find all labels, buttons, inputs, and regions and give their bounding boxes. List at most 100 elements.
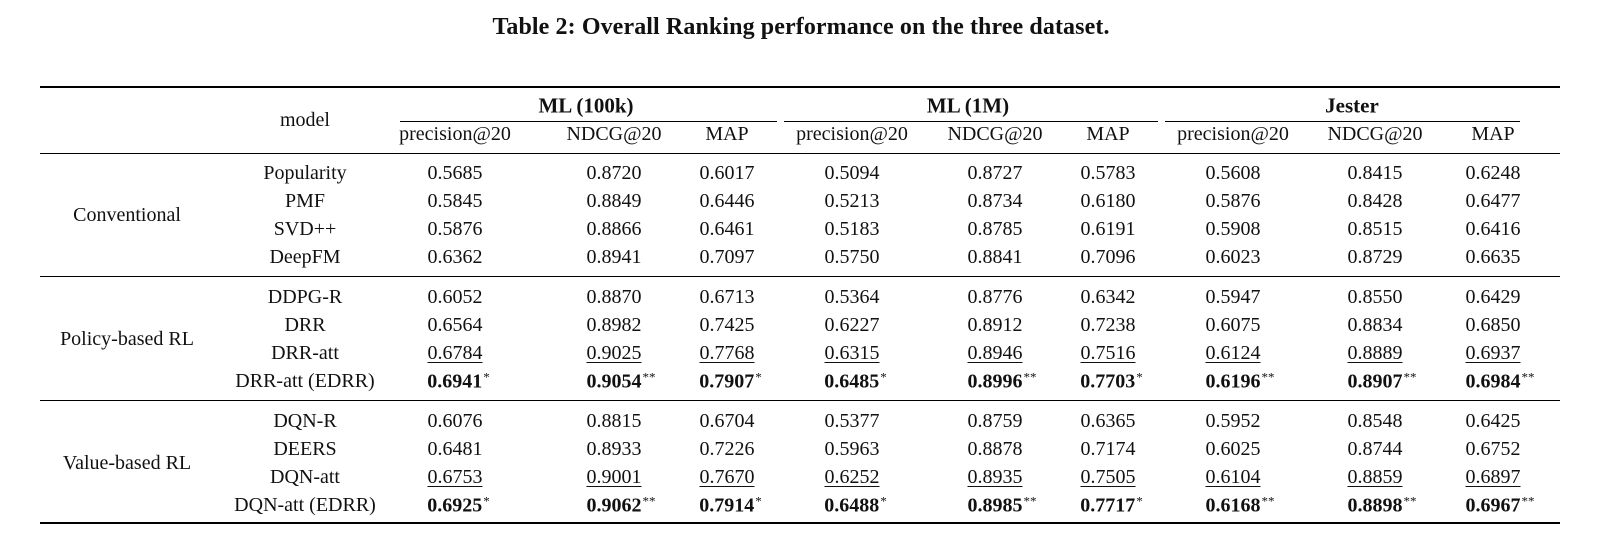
metric-value: 0.6713 (699, 286, 755, 308)
metric-value: 0.6075 (1205, 314, 1261, 336)
model-name: PMF (284, 190, 326, 212)
metric-cell: 0.5952 (1206, 411, 1261, 431)
metric-column-header: MAP (705, 123, 749, 145)
model-name: DDPG-R (267, 286, 343, 308)
metric-cell: 0.7226 (700, 439, 755, 459)
metric-value: 0.8912 (967, 314, 1023, 336)
significance-mark: * (880, 493, 887, 509)
metric-cell: 0.8815 (587, 411, 642, 431)
metric-cell: 0.6925* (427, 495, 490, 516)
metric-value: 0.6362 (427, 246, 483, 268)
metric-cell: 0.5608 (1206, 163, 1261, 183)
metric-value: 0.8776 (967, 286, 1023, 308)
metric-column-header: NDCG@20 (947, 123, 1043, 145)
metric-value: 0.7097 (699, 246, 755, 268)
metric-column-header: precision@20 (399, 123, 511, 145)
metric-value: 0.8889 (1347, 342, 1403, 364)
metric-cell: 0.9062** (587, 495, 656, 516)
metric-value: 0.6227 (824, 314, 880, 336)
metric-column-header: MAP (1086, 123, 1130, 145)
metric-cell: 0.6461 (700, 219, 755, 239)
model-name: DQN-att (270, 466, 340, 488)
metric-value: 0.6461 (699, 218, 755, 240)
metric-cell: 0.6752 (1466, 439, 1521, 459)
metric-cell: 0.8834 (1348, 315, 1403, 335)
metric-cell: 0.7238 (1081, 315, 1136, 335)
metric-cell: 0.8935 (968, 467, 1023, 487)
metric-cell: 0.6416 (1466, 219, 1521, 239)
metric-value: 0.9062 (586, 494, 642, 517)
metric-cell: 0.6477 (1466, 191, 1521, 211)
metric-cell: 0.6227 (825, 315, 880, 335)
metric-value: 0.5908 (1205, 218, 1261, 240)
metric-cell: 0.6446 (700, 191, 755, 211)
metric-value: 0.6052 (427, 286, 483, 308)
metric-value: 0.5963 (824, 438, 880, 460)
metric-value: 0.9001 (586, 466, 642, 488)
metric-value: 0.6342 (1080, 286, 1136, 308)
metric-cell: 0.9001 (587, 467, 642, 487)
metric-cell: 0.5876 (1206, 191, 1261, 211)
metric-value: 0.6477 (1465, 190, 1521, 212)
metric-value: 0.6967 (1465, 494, 1521, 517)
significance-mark: ** (1261, 493, 1275, 509)
metric-cell: 0.8776 (968, 287, 1023, 307)
metric-value: 0.7516 (1080, 342, 1136, 364)
metric-cell: 0.5845 (428, 191, 483, 211)
model-name: DEERS (273, 438, 337, 460)
metric-cell: 0.6753 (428, 467, 483, 487)
metric-cell: 0.8996** (968, 371, 1037, 392)
metric-cell: 0.6017 (700, 163, 755, 183)
metric-value: 0.6488 (824, 494, 880, 517)
metric-cell: 0.7505 (1081, 467, 1136, 487)
metric-value: 0.7505 (1080, 466, 1136, 488)
metric-cell: 0.8933 (587, 439, 642, 459)
metric-value: 0.6704 (699, 410, 755, 432)
metric-value: 0.5783 (1080, 162, 1136, 184)
significance-mark: * (483, 493, 490, 509)
metric-value: 0.6124 (1205, 342, 1261, 364)
section-label: Policy-based RL (60, 328, 194, 350)
metric-cell: 0.6429 (1466, 287, 1521, 307)
metric-value: 0.6180 (1080, 190, 1136, 212)
metric-cell: 0.8878 (968, 439, 1023, 459)
metric-column-header: precision@20 (1177, 123, 1289, 145)
metric-value: 0.6315 (824, 342, 880, 364)
metric-value: 0.8996 (967, 370, 1023, 393)
metric-value: 0.6937 (1465, 342, 1521, 364)
significance-mark: * (1136, 369, 1143, 385)
metric-value: 0.6365 (1080, 410, 1136, 432)
metric-value: 0.7907 (699, 370, 755, 393)
metric-cell: 0.6941* (427, 371, 490, 392)
metric-column-header: MAP (1471, 123, 1515, 145)
metric-value: 0.5952 (1205, 410, 1261, 432)
significance-mark: * (483, 369, 490, 385)
metric-value: 0.6191 (1080, 218, 1136, 240)
metric-value: 0.6104 (1205, 466, 1261, 488)
metric-cell: 0.6023 (1206, 247, 1261, 267)
metric-cell: 0.8859 (1348, 467, 1403, 487)
metric-cell: 0.6075 (1206, 315, 1261, 335)
metric-cell: 0.8720 (587, 163, 642, 183)
metric-value: 0.6564 (427, 314, 483, 336)
metric-cell: 0.8734 (968, 191, 1023, 211)
significance-mark: ** (1403, 369, 1417, 385)
model-name: SVD++ (273, 218, 337, 240)
model-name: DQN-R (273, 410, 337, 432)
metric-cell: 0.8946 (968, 343, 1023, 363)
metric-cell: 0.8785 (968, 219, 1023, 239)
significance-mark: * (1136, 493, 1143, 509)
metric-value: 0.6941 (427, 370, 483, 393)
significance-mark: * (880, 369, 887, 385)
metric-cell: 0.8912 (968, 315, 1023, 335)
metric-value: 0.5685 (427, 162, 483, 184)
metric-value: 0.7238 (1080, 314, 1136, 336)
metric-cell: 0.6191 (1081, 219, 1136, 239)
metric-cell: 0.6425 (1466, 411, 1521, 431)
section-label: Conventional (73, 204, 181, 226)
metric-cell: 0.6076 (428, 411, 483, 431)
metric-cell: 0.6052 (428, 287, 483, 307)
metric-cell: 0.6704 (700, 411, 755, 431)
metric-value: 0.8744 (1347, 438, 1403, 460)
dataset-group-header: ML (100k) (538, 93, 634, 118)
